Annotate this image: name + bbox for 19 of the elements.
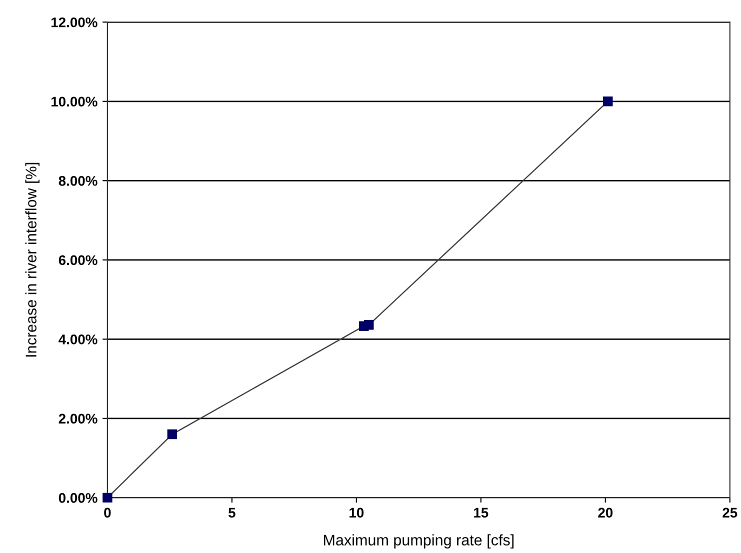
y-tick-label: 0.00% — [58, 493, 98, 503]
y-tick-label: 10.00% — [51, 96, 98, 107]
point — [364, 320, 374, 330]
x-tick-label: 5 — [228, 508, 236, 518]
x-tick-label: 15 — [474, 508, 488, 518]
y-tick-label: 8.00% — [58, 176, 98, 186]
x-tick-label: 25 — [722, 508, 738, 518]
y-tick-label: 4.00% — [58, 334, 98, 344]
x-tick-label: 10 — [350, 508, 364, 518]
x-tick-label: 0 — [104, 508, 111, 518]
y-tick-label: 6.00% — [58, 255, 98, 266]
point — [167, 429, 178, 440]
y-tick-label: 2.00% — [58, 414, 98, 424]
point — [603, 96, 613, 106]
x-axis-title: Maximum pumping rate [cfs] — [324, 534, 514, 548]
x-tick-label: 20 — [598, 508, 613, 518]
y-axis-title: Increase in river interflow [%] — [25, 162, 40, 357]
point — [102, 492, 112, 503]
y-tick-label: 12.00% — [51, 17, 98, 28]
